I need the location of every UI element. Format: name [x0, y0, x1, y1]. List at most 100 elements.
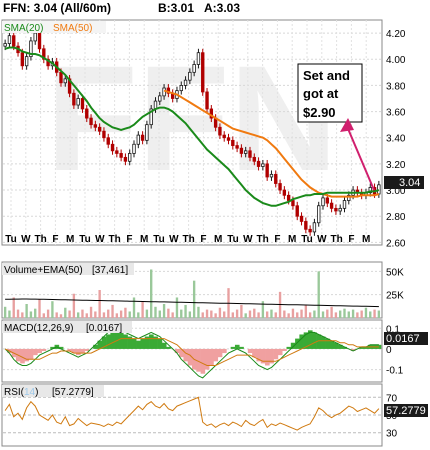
macd-histogram-bar: [200, 348, 206, 374]
price-x-tick-label: Th: [256, 234, 268, 245]
macd-histogram-bar: [118, 332, 124, 349]
volume-bar: [201, 312, 204, 318]
macd-histogram-bar: [136, 340, 141, 349]
macd-histogram-bar: [76, 348, 81, 356]
macd-histogram-bar: [20, 348, 25, 364]
price-candle: [334, 207, 338, 212]
volume-bar: [274, 312, 277, 318]
volume-bar: [38, 299, 41, 318]
price-x-tick-label: Tu: [301, 234, 312, 245]
volume-bar: [3, 306, 7, 318]
volume-bar: [377, 310, 381, 318]
macd-histogram-bar: [166, 346, 171, 349]
price-tag-box: [384, 176, 424, 189]
price-x-tick-label: M: [140, 234, 148, 245]
macd-histogram-bar: [230, 346, 236, 349]
price-candle: [93, 124, 98, 128]
macd-histogram-bar: [50, 346, 55, 349]
volume-bar: [253, 308, 256, 318]
macd-histogram-bar: [299, 334, 304, 349]
price-x-tick-label: Tu: [79, 234, 90, 245]
volume-bar: [119, 310, 123, 318]
volume-value: [37,461]: [92, 265, 128, 276]
price-x-tick-label: W: [169, 234, 179, 245]
volume-label-box: [2, 263, 134, 275]
volume-bar: [162, 304, 166, 318]
macd-histogram-bar: [333, 342, 339, 349]
volume-bar: [59, 314, 63, 318]
price-candle: [29, 40, 33, 58]
macd-y-axis: 0.1 0 -0.1: [386, 324, 404, 376]
rsi-grid: [3, 396, 381, 434]
macd-histogram-bar: [209, 348, 214, 366]
rsi-panel: 705030 RSI(14) [57.2779] 57.2779: [1, 383, 428, 447]
price-candle: [136, 134, 140, 145]
price-y-tick-label: 2.80: [386, 212, 406, 223]
volume-y-tick-label: 25K: [386, 291, 404, 302]
price-candle: [231, 139, 235, 146]
macd-signal-line: [4, 338, 379, 366]
price-candle: [76, 98, 80, 106]
price-x-tick-label: W: [317, 234, 327, 245]
macd-histogram-bar: [286, 346, 292, 349]
volume-bar: [171, 312, 174, 318]
price-candle: [196, 52, 201, 65]
macd-histogram-bar: [290, 342, 296, 349]
volume-bar: [296, 312, 299, 318]
volume-bar: [304, 304, 308, 318]
macd-line: [4, 327, 379, 379]
volume-bar: [16, 309, 20, 318]
rsi-y-tick-label: 30: [386, 429, 398, 440]
volume-bar: [72, 293, 76, 318]
price-candle: [102, 130, 106, 139]
volume-bar: [175, 297, 179, 318]
volume-bar: [369, 311, 372, 318]
annotation-line-2: got at: [303, 86, 339, 101]
annotation: Set and got at $2.90: [297, 63, 375, 191]
volume-bar: [115, 313, 119, 318]
macd-histogram-bar: [187, 348, 193, 366]
volume-bar: [76, 312, 80, 318]
macd-histogram-bar: [329, 340, 335, 349]
volume-bar: [291, 308, 295, 318]
volume-bar: [326, 309, 329, 318]
volume-bar: [321, 311, 325, 318]
volume-bar: [218, 307, 222, 318]
price-candle: [12, 35, 16, 47]
volume-bar: [214, 313, 217, 318]
volume-bar: [210, 310, 213, 318]
macd-y-tick-label: -0.1: [386, 366, 404, 377]
volume-y-tick-label: 50K: [386, 267, 404, 278]
macd-histogram-bar: [131, 338, 137, 349]
price-x-tick-label: M: [214, 234, 222, 245]
volume-bar: [235, 309, 239, 318]
macd-value-tag: [384, 332, 428, 345]
symbol-line: FFN: 3.04 (All/60m): [3, 1, 111, 15]
price-candle: [123, 156, 128, 162]
price-candle: [295, 205, 299, 217]
macd-histogram-bar: [342, 346, 347, 349]
price-x-tick-label: F: [126, 234, 132, 245]
price-candle: [308, 228, 312, 233]
macd-histogram-bar: [256, 348, 262, 362]
volume-bar: [64, 307, 67, 318]
annotation-line-1: Set and: [303, 68, 350, 83]
volume-bar: [313, 310, 316, 318]
price-candle: [140, 134, 145, 141]
volume-bar: [21, 312, 24, 318]
volume-y-axis: 50K 25K: [386, 267, 404, 301]
volume-bar: [205, 309, 209, 318]
price-candle: [188, 71, 192, 81]
macd-histogram-bar: [58, 346, 64, 349]
volume-bar: [192, 280, 196, 318]
macd-histogram-bar: [316, 334, 322, 349]
rsi-line: [4, 396, 380, 431]
price-candle: [132, 143, 136, 154]
volume-bar: [300, 309, 303, 318]
price-x-tick-label: W: [95, 234, 105, 245]
sma50-line: [163, 89, 380, 198]
volume-bars: [3, 269, 381, 318]
volume-bar: [124, 307, 127, 318]
price-candle: [325, 197, 329, 204]
macd-histogram-bar: [127, 336, 133, 349]
